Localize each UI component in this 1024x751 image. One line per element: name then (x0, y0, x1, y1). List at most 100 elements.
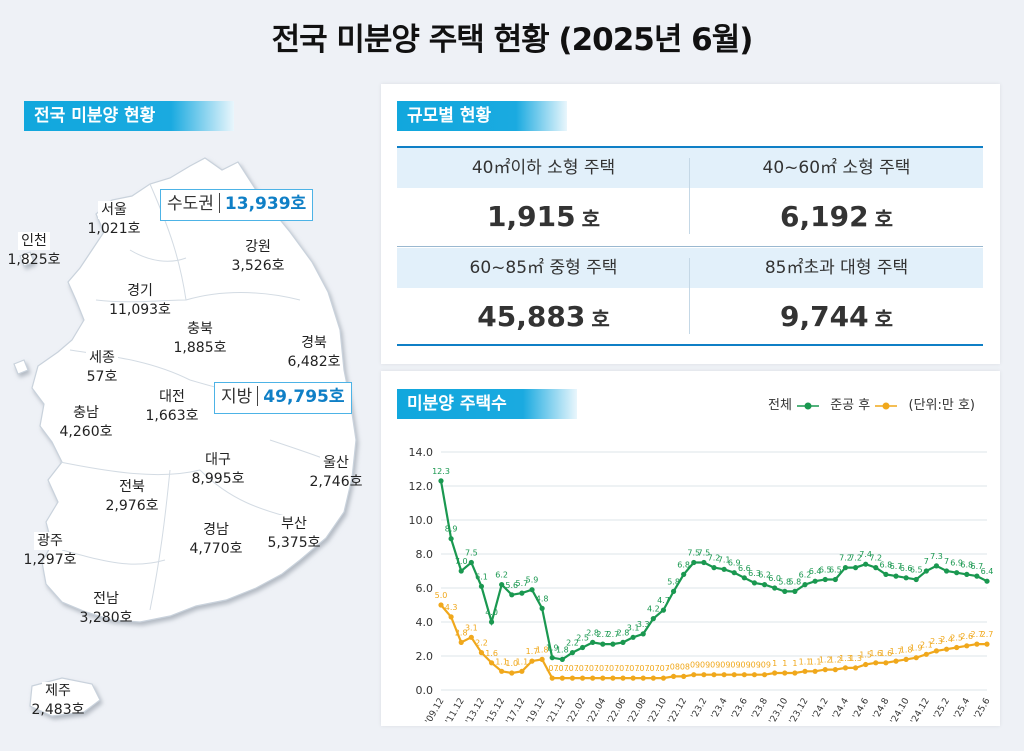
point-total (984, 578, 990, 584)
data-label-total: 7.2 (869, 554, 882, 563)
data-label-total: 6.1 (475, 572, 488, 581)
x-tick-label: '24.4 (831, 696, 851, 721)
data-label-post: .09 (738, 661, 751, 670)
data-label-total: 3.1 (627, 623, 640, 632)
data-label-post: 3.1 (465, 623, 478, 632)
data-label-post: 1.1 (799, 657, 812, 666)
point-post (468, 634, 474, 640)
y-tick-label: 10.0 (409, 514, 434, 527)
size-cell-value: 45,883 호 (477, 300, 610, 333)
x-tick-label: '24.12 (909, 697, 932, 726)
data-label-post: .07 (566, 664, 579, 673)
data-label-total: 7.5 (698, 549, 711, 558)
data-label-total: 7.3 (930, 552, 943, 561)
data-label-total: 6.4 (981, 567, 994, 576)
data-label-post: 2.7 (971, 630, 984, 639)
point-post (610, 675, 616, 681)
x-tick-label: '23.12 (788, 697, 811, 726)
data-label-total: 6.4 (809, 567, 822, 576)
data-label-total: 6.8 (677, 560, 690, 569)
capital-zone-label: 수도권 (167, 194, 214, 214)
point-total (812, 578, 818, 584)
data-label-total: 5.6 (505, 581, 518, 590)
size-grid: 40㎡이하 소형 주택 1,915 호 40~60㎡ 소형 주택 6,192 호 6… (397, 146, 983, 346)
data-label-total: 6.9 (728, 559, 741, 568)
point-post (812, 668, 818, 674)
y-tick-label: 12.0 (409, 480, 434, 493)
point-post (852, 665, 859, 671)
data-label-post: 2.3 (930, 637, 943, 646)
point-total (488, 619, 495, 625)
point-post (792, 670, 798, 676)
data-label-total: 4.0 (485, 608, 498, 617)
data-label-total: 7.2 (839, 554, 852, 563)
point-total (640, 631, 646, 637)
local-zone-box: 지방 49,795호 (214, 382, 352, 414)
point-post (761, 672, 768, 678)
point-total (529, 587, 535, 593)
point-total (438, 478, 444, 484)
data-label-total: 4.7 (657, 596, 670, 605)
data-label-total: 6.6 (738, 564, 751, 573)
capital-zone-value: 13,939호 (224, 194, 307, 214)
point-total (600, 641, 606, 647)
point-post (620, 675, 626, 681)
point-total (650, 616, 656, 622)
point-post (984, 641, 990, 647)
region-busan: 부산 5,375호 (267, 515, 321, 551)
point-post (478, 650, 485, 656)
legend-total-label: 전체 (768, 398, 792, 413)
data-label-total: 6.7 (971, 562, 984, 571)
chart-panel (381, 371, 1000, 726)
x-tick-label: '23.6 (730, 696, 750, 721)
data-label-total: 7.2 (849, 554, 862, 563)
data-label-post: 1.2 (819, 656, 832, 665)
data-label-total: 6.5 (910, 566, 923, 575)
data-label-total: 6.8 (880, 560, 893, 569)
legend-post-marker (875, 402, 898, 409)
data-label-post: .08 (677, 662, 690, 671)
point-total (559, 656, 565, 662)
x-tick-label: '22.12 (666, 697, 689, 726)
region-jeju: 제주 2,483호 (31, 682, 85, 718)
size-cell-value: 6,192 호 (780, 200, 893, 233)
data-label-post: 1.7 (890, 647, 903, 656)
point-post (600, 675, 606, 681)
data-label-total: 6.2 (495, 571, 508, 580)
point-total (721, 566, 727, 572)
data-label-total: 8.9 (445, 525, 458, 534)
data-label-total: 6.5 (829, 566, 842, 575)
unit-note: (단위:만 호) (908, 398, 976, 413)
region-seoul: 서울 1,021호 (87, 201, 141, 237)
point-post (893, 658, 899, 664)
data-label-total: 1.8 (556, 645, 569, 654)
point-post (519, 668, 525, 674)
point-total (701, 559, 707, 566)
point-post (590, 675, 596, 681)
size-cell-label: 40~60㎡ 소형 주택 (690, 148, 983, 188)
point-post (782, 670, 788, 676)
data-label-post: .09 (718, 661, 731, 670)
point-post (681, 673, 687, 679)
point-post (842, 665, 849, 671)
point-total (448, 536, 454, 542)
data-label-post: 1.3 (839, 654, 852, 663)
point-post (943, 646, 950, 652)
data-label-post: 2.5 (950, 634, 963, 643)
region-gyeonggi: 경기 11,093호 (109, 282, 171, 318)
point-total (509, 592, 515, 598)
data-label-total: 6.2 (799, 571, 812, 580)
data-label-post: 1.8 (900, 645, 913, 654)
data-label-post: .09 (748, 661, 761, 670)
point-post (650, 675, 656, 681)
region-jeonbuk: 전북 2,976호 (105, 478, 159, 514)
x-tick-label: '23.2 (690, 697, 710, 721)
data-label-post: .07 (546, 664, 559, 673)
point-post (499, 668, 505, 674)
point-post (448, 614, 454, 620)
x-tick-label: '24.2 (811, 697, 831, 721)
point-total (933, 563, 940, 569)
point-total (691, 559, 697, 566)
region-chungbuk: 충북 1,885호 (173, 320, 227, 356)
data-label-post: .07 (556, 664, 569, 673)
